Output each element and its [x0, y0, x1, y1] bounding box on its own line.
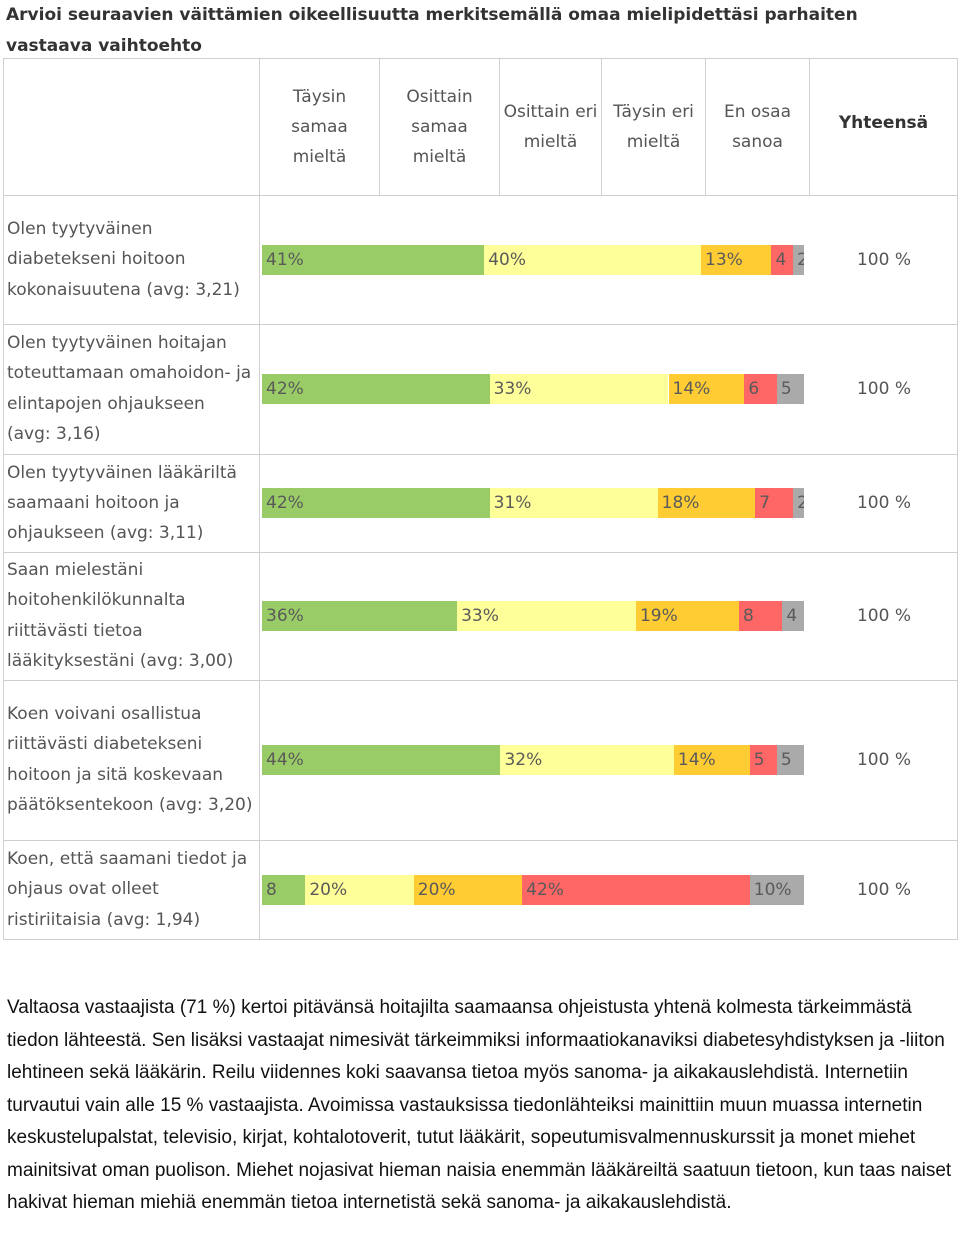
bar-segment-en-osaa: 2 — [793, 244, 804, 275]
bar-segment-osittain-eri: 14% — [668, 374, 745, 404]
label-column-divider — [259, 59, 260, 939]
bar-value-label: 13% — [705, 249, 743, 270]
bar-value-label: 8 — [742, 606, 754, 626]
summary-paragraph: Valtaosa vastaajista (71 %) kertoi pitäv… — [7, 997, 952, 1213]
bar-segment-osittain-eri: 18% — [657, 488, 756, 518]
row-divider — [4, 552, 957, 553]
bar-value-label: 4 — [786, 606, 798, 626]
row-label: Olen tyytyväinen lääkäriltä saamaani hoi… — [7, 462, 237, 544]
bar-value-label: 44% — [266, 750, 304, 770]
bar-value-label: 7 — [759, 493, 771, 513]
bar-value-label: 19% — [639, 606, 678, 626]
bar-value-label: 20% — [417, 879, 456, 900]
row-total: 100 % — [856, 750, 911, 770]
bar-value-label: 42% — [266, 493, 304, 513]
bar-segment-osittain-eri: 13% — [701, 244, 772, 275]
survey-table: Täysin samaa mieltä Osittain samaa mielt… — [3, 58, 958, 940]
bar-segment-taysin-samaa: 42% — [262, 488, 490, 518]
bar-segment-osittain-eri: 19% — [635, 601, 739, 631]
row-divider — [4, 680, 957, 681]
bar-segment-en-osaa: 5 — [776, 745, 804, 775]
bar-value-label: 2 — [797, 493, 804, 513]
bar-value-label: 36% — [266, 606, 304, 626]
bar-value-label: 20% — [309, 879, 348, 900]
bar-segment-taysin-eri: 5 — [749, 745, 777, 775]
bar-segment-taysin-samaa: 41% — [262, 244, 485, 275]
bar-segment-osittain-samaa: 33% — [489, 374, 669, 404]
bar-value-label: 41% — [266, 249, 304, 270]
row-divider — [4, 840, 957, 841]
bar-value-label: 42% — [526, 879, 564, 900]
bar-segment-osittain-samaa: 40% — [484, 244, 702, 275]
bar-segment-osittain-samaa: 33% — [457, 601, 636, 631]
bar-segment-en-osaa: 10% — [749, 874, 804, 905]
bar-segment-taysin-samaa: 44% — [262, 745, 501, 775]
bar-value-label: 33% — [493, 379, 532, 399]
row-total: 100 % — [856, 879, 911, 900]
bar-value-label: 33% — [461, 606, 499, 626]
bar-value-label: 31% — [493, 493, 532, 513]
header-blank-cell — [4, 59, 260, 195]
bar-value-label: 5 — [780, 750, 792, 770]
bar-value-label: 5 — [753, 750, 765, 770]
bar-value-label: 32% — [504, 750, 543, 770]
column-header-taysin-eri: Täysin eri mieltä — [602, 59, 706, 195]
survey-title: Arvioi seuraavien väittämien oikeellisuu… — [6, 5, 858, 56]
bar-segment-taysin-eri: 42% — [522, 874, 750, 905]
bar-segment-taysin-eri: 7 — [755, 488, 794, 518]
bar-segment-osittain-samaa: 20% — [305, 874, 414, 905]
row-total: 100 % — [856, 379, 911, 399]
row-divider — [4, 454, 957, 455]
row-label: Koen, että saamani tiedot ja ohjaus ovat… — [7, 849, 248, 930]
row-label: Olen tyytyväinen diabetekseni hoitoon ko… — [7, 219, 240, 300]
bar-value-label: 14% — [672, 379, 711, 399]
column-header-taysin-samaa: Täysin samaa mieltä — [260, 59, 380, 195]
bar-segment-en-osaa: 2 — [793, 488, 804, 518]
row-total: 100 % — [856, 606, 911, 626]
column-header-osittain-eri: Osittain eri mieltä — [500, 59, 602, 195]
bar-value-label: 5 — [780, 379, 792, 399]
bar-value-label: 18% — [661, 493, 700, 513]
bar-value-label: 4 — [775, 249, 787, 270]
column-header-yhteensa: Yhteensä — [838, 113, 929, 133]
bar-segment-en-osaa: 4 — [782, 601, 804, 631]
bar-value-label: 2 — [797, 249, 804, 270]
bar-segment-en-osaa: 5 — [776, 374, 804, 404]
row-label: Koen voivani osallistua riittävästi diab… — [7, 704, 253, 816]
bar-segment-osittain-samaa: 31% — [489, 488, 658, 518]
row-label: Saan mielestäni hoitohenkilökunnalta rii… — [7, 560, 234, 672]
bar-value-label: 8 — [266, 879, 277, 900]
bar-segment-taysin-eri: 8 — [738, 601, 783, 631]
bar-segment-taysin-eri: 4 — [771, 244, 794, 275]
row-label: Olen tyytyväinen hoitajan toteuttamaan o… — [7, 333, 252, 445]
bar-segment-osittain-samaa: 32% — [500, 745, 674, 775]
bar-segment-taysin-samaa: 36% — [262, 601, 458, 631]
bar-value-label: 14% — [677, 750, 716, 770]
bar-value-label: 6 — [748, 379, 760, 399]
bar-segment-taysin-samaa: 8 — [262, 874, 306, 905]
bar-value-label: 10% — [753, 879, 792, 900]
bar-segment-osittain-eri: 20% — [413, 874, 523, 905]
bar-value-label: 42% — [266, 379, 304, 399]
row-total: 100 % — [856, 249, 911, 270]
column-header-en-osaa: En osaa sanoa — [706, 59, 810, 195]
bar-segment-taysin-samaa: 42% — [262, 374, 490, 404]
row-divider — [4, 195, 957, 196]
bar-segment-taysin-eri: 6 — [744, 374, 777, 404]
row-total: 100 % — [856, 493, 911, 513]
column-header-osittain-samaa: Osittain samaa mieltä — [380, 59, 500, 195]
bar-segment-osittain-eri: 14% — [673, 745, 750, 775]
row-divider — [4, 324, 957, 325]
bar-value-label: 40% — [488, 249, 527, 270]
